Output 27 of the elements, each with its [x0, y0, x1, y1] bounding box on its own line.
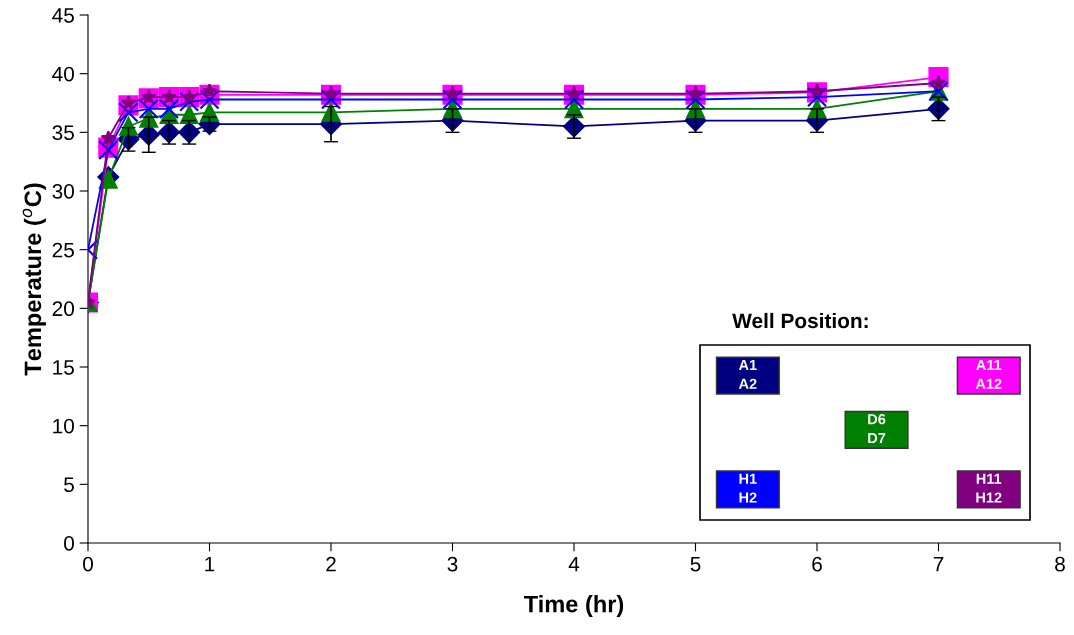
y-tick-label: 20	[52, 301, 74, 317]
x-tick-label: 6	[812, 556, 822, 572]
y-axis-title: Temperature ($^{o}$C)	[22, 183, 46, 376]
text: H11 H12	[976, 473, 1002, 503]
x-tick-label: 1	[205, 556, 215, 572]
x-tick-label: 5	[690, 556, 701, 572]
y-tick-label: 40	[52, 66, 74, 82]
x-tick-label: 0	[83, 556, 93, 572]
text: A11 A12	[975, 359, 1002, 389]
text: H1 H2	[739, 473, 757, 503]
x-tick-label: 8	[1055, 556, 1065, 572]
x-tick-label: 3	[447, 556, 458, 572]
y-tick-label: 0	[64, 536, 74, 551]
text: A1 A2	[738, 359, 757, 389]
y-tick-label: 30	[52, 184, 74, 199]
y-tick-label: 35	[52, 125, 74, 141]
y-tick-label: 45	[52, 8, 74, 23]
x-tick-label: 2	[326, 556, 336, 572]
y-tick-label: 15	[53, 360, 74, 375]
x-tick-label: 4	[568, 556, 580, 572]
x-tick-label: 7	[933, 556, 944, 572]
x-axis-title: Time (hr)	[523, 595, 624, 618]
y-tick-label: 10	[53, 418, 74, 434]
y-tick-label: 25	[52, 242, 74, 258]
text: D6 D7	[868, 414, 886, 444]
y-tick-label: 5	[64, 477, 74, 493]
legend-title: Well Position:	[732, 312, 868, 329]
